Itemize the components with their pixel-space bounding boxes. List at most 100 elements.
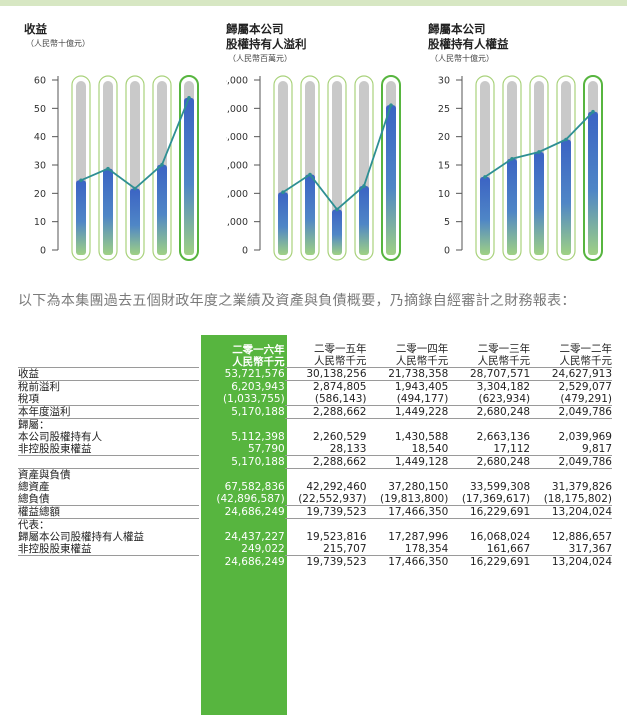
value-cell: 2,874,805 (586,143) (284, 380, 367, 406)
y-tick-label: 0 (242, 246, 248, 257)
table-row: 收益 53,721,576 30,138,256 21,738,358 28,707,5… (18, 367, 612, 381)
cell-value: 19,523,816 (306, 531, 367, 543)
cell-value: 2,049,786 (558, 456, 612, 468)
cell-value: 2,874,805 (313, 381, 367, 393)
value-cell: 5,112,398 57,790 (199, 419, 285, 456)
data-point (335, 207, 339, 212)
cell-value: 31,379,826 (551, 481, 612, 493)
value-cell: 13,204,024 (530, 505, 612, 519)
cell-value: 2,049,786 (558, 406, 612, 418)
column-header: 二零一三年 人民幣千元 (448, 335, 531, 368)
y-tick-label: 20 (438, 132, 450, 143)
cell-value (199, 469, 285, 481)
cell-value: 24,627,913 (551, 368, 612, 380)
cell-value: 16,229,691 (470, 556, 531, 568)
data-point (79, 178, 83, 183)
value-cell: 16,068,024 161,667 (448, 518, 531, 556)
y-tick-label: 5,000 (226, 104, 248, 115)
value-cell: 5,170,188 (199, 405, 285, 419)
cell-value (199, 519, 285, 531)
bar (76, 180, 86, 255)
profit-chart: 01,0002,0003,0004,0005,0006,000121314151… (226, 18, 426, 270)
row-label: 收益 (18, 367, 199, 381)
y-tick-label: 40 (34, 132, 46, 143)
equity-chart-plot: 0510152025301213141516 (438, 75, 603, 261)
cell-value: 37,280,150 (388, 481, 449, 493)
value-cell: 2,680,248 (448, 455, 531, 469)
bar (359, 185, 369, 255)
bar (278, 192, 288, 255)
bar-frame (354, 75, 374, 261)
bar-frame (475, 75, 495, 261)
bar (507, 158, 517, 255)
chart-title: 歸屬本公司 股權持有人權益 (428, 22, 509, 51)
column-header: 二零一五年 人民幣千元 (285, 335, 367, 368)
row-label-line: 權益總額 (18, 506, 60, 518)
chart-unit: （人民幣百萬元） (228, 54, 292, 63)
cell-value: 9,817 (581, 443, 612, 455)
bar-frame (556, 75, 576, 261)
header-label-cell (18, 335, 199, 368)
bar-frame (327, 75, 347, 261)
row-label: 歸屬： 本公司股權持有人 非控股股東權益 (18, 418, 199, 456)
data-point (160, 162, 164, 167)
cell-value: 24,686,249 (224, 505, 285, 518)
bar (103, 168, 113, 255)
cell-value: 13,204,024 (551, 506, 612, 518)
value-cell: 2,529,077 (479,291) (530, 380, 612, 406)
value-cell: 17,466,350 (366, 555, 449, 568)
y-tick-label: 4,000 (226, 132, 248, 143)
cell-value: 249,022 (241, 542, 285, 555)
row-label-line: 非控股股東權益 (18, 543, 92, 555)
cell-value: 28,133 (329, 443, 367, 455)
bar (588, 111, 598, 255)
y-tick-label: 25 (438, 104, 450, 115)
value-cell: 33,599,308 (17,369,617) (448, 468, 531, 506)
cell-value: 2,288,662 (313, 456, 367, 468)
table-row: 權益總額 24,686,249 19,739,523 17,466,350 16,229… (18, 505, 612, 519)
value-cell: 2,260,529 28,133 (284, 418, 367, 456)
cell-value (530, 469, 612, 481)
row-label-line: 本年度溢利 (18, 406, 71, 418)
cell-value: 215,707 (323, 543, 367, 555)
cell-value (448, 419, 530, 431)
cell-value (285, 519, 367, 531)
bar (157, 164, 167, 255)
row-label-line (18, 556, 199, 568)
header-unit: 人民幣千元 (477, 355, 531, 367)
bar (332, 209, 342, 255)
row-label-line: 歸屬本公司股權持有人權益 (18, 531, 144, 543)
cell-value: 67,582,836 (224, 480, 285, 493)
chart-unit: （人民幣十億元） (430, 54, 494, 63)
y-tick-label: 0 (40, 246, 46, 257)
value-cell: 1,449,228 (366, 405, 449, 419)
value-cell: 17,287,996 178,354 (366, 518, 449, 556)
cell-value: 2,680,248 (476, 406, 531, 418)
bar (534, 151, 544, 255)
cell-value (199, 419, 285, 431)
data-point (564, 137, 568, 142)
cell-value (448, 519, 530, 531)
equity-chart: 0510152025301213141516 歸屬本公司 股權持有人權益 （人民… (428, 18, 627, 270)
cell-value: 2,680,248 (476, 456, 531, 468)
column-header: 二零一二年 人民幣千元 (530, 335, 613, 368)
cell-value: 24,437,227 (224, 530, 285, 543)
header-unit: 人民幣千元 (232, 355, 285, 368)
cell-value: 19,739,523 (306, 506, 367, 518)
cell-value: (22,552,937) (298, 493, 367, 505)
y-tick-label: 20 (34, 189, 46, 200)
bar (480, 176, 490, 255)
row-label: 資產與負債 總資產 總負債 (18, 468, 199, 506)
cell-value: 1,449,128 (394, 456, 449, 468)
revenue-chart: 01020304050601213141516 收益 （人民幣十億元） (24, 18, 224, 270)
revenue-chart-plot: 01020304050601213141516 (34, 75, 199, 261)
bar-frame (98, 75, 118, 261)
y-tick-label: 30 (438, 76, 450, 87)
value-cell: 19,739,523 (284, 505, 367, 519)
value-cell: 3,304,182 (623,934) (448, 380, 531, 406)
bar (130, 188, 140, 255)
cell-value: 5,112,398 (231, 430, 285, 443)
value-cell: 12,886,657 317,367 (530, 518, 612, 556)
value-cell: 17,466,350 (366, 505, 449, 519)
cell-value: 5,170,188 (231, 405, 285, 418)
